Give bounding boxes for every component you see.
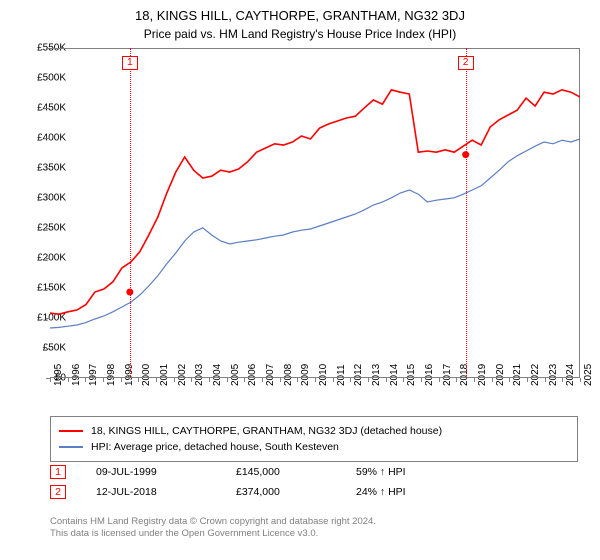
legend-label-hpi: HPI: Average price, detached house, Sout… — [91, 441, 339, 453]
sale-price: £145,000 — [236, 466, 356, 478]
footer-line-2: This data is licensed under the Open Gov… — [50, 528, 376, 540]
sale-price: £374,000 — [236, 486, 356, 498]
legend-row-hpi: HPI: Average price, detached house, Sout… — [59, 439, 569, 455]
legend-label-property: 18, KINGS HILL, CAYTHORPE, GRANTHAM, NG3… — [91, 425, 442, 437]
sale-marker-2: 2 — [50, 485, 66, 499]
chart-title: 18, KINGS HILL, CAYTHORPE, GRANTHAM, NG3… — [0, 0, 600, 23]
sale-delta: 59% ↑ HPI — [356, 466, 406, 478]
x-tick-label: 2025 — [583, 364, 594, 386]
legend-box: 18, KINGS HILL, CAYTHORPE, GRANTHAM, NG3… — [50, 416, 578, 462]
sales-table: 1 09-JUL-1999£145,00059% ↑ HPI 2 12-JUL-201… — [50, 462, 578, 502]
footer-line-1: Contains HM Land Registry data © Crown c… — [50, 516, 376, 528]
sale-marker-1: 1 — [50, 465, 66, 479]
sale-delta: 24% ↑ HPI — [356, 486, 406, 498]
legend-swatch-hpi — [59, 446, 83, 448]
sale-date: 09-JUL-1999 — [96, 466, 236, 478]
sale-row-2: 2 12-JUL-2018£374,00024% ↑ HPI — [50, 482, 578, 502]
sale-row-1: 1 09-JUL-1999£145,00059% ↑ HPI — [50, 462, 578, 482]
transaction-marker-2: 2 — [458, 56, 474, 70]
legend-row-property: 18, KINGS HILL, CAYTHORPE, GRANTHAM, NG3… — [59, 423, 569, 439]
transaction-vline-1 — [130, 48, 131, 378]
transaction-marker-1: 1 — [122, 56, 138, 70]
sale-date: 12-JUL-2018 — [96, 486, 236, 498]
chart-subtitle: Price paid vs. HM Land Registry's House … — [0, 23, 600, 41]
chart-container: 18, KINGS HILL, CAYTHORPE, GRANTHAM, NG3… — [0, 0, 600, 560]
footer-attribution: Contains HM Land Registry data © Crown c… — [50, 516, 376, 541]
legend-swatch-property — [59, 430, 83, 432]
transaction-vline-2 — [466, 48, 467, 378]
